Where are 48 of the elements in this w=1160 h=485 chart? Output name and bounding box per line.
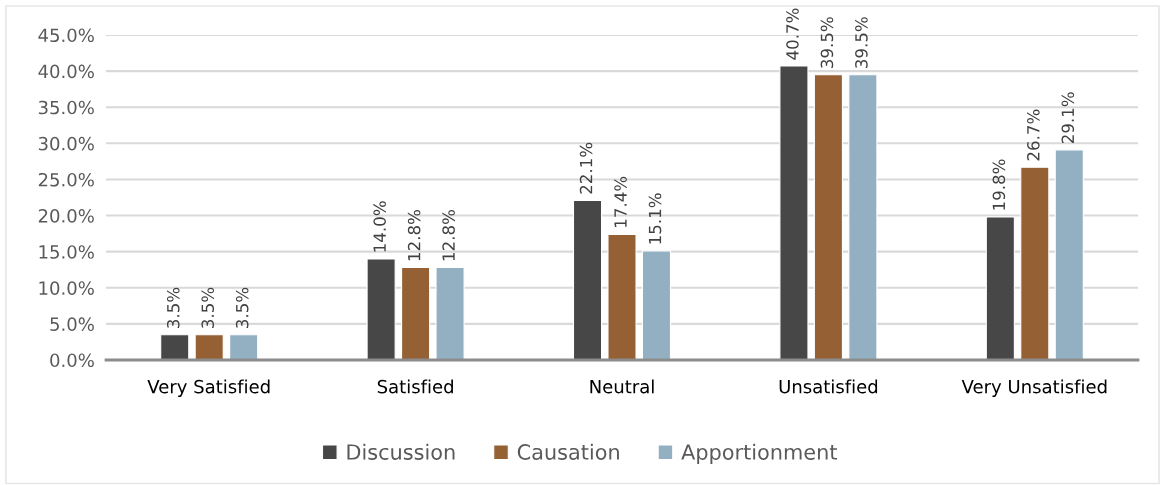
y-tick-label: 20.0%: [38, 209, 94, 223]
x-tick-label: Neutral: [590, 379, 654, 394]
data-label: 26.7%: [1027, 109, 1040, 161]
x-tick-label: Very Unsatisfied: [961, 379, 1107, 397]
x-tick-label: Satisfied: [377, 379, 453, 394]
bar: [229, 334, 259, 360]
data-label: 39.5%: [820, 17, 834, 68]
legend-label: Discussion: [347, 443, 455, 460]
y-tick-label: 10.0%: [39, 281, 94, 295]
y-tick-label: 15.0%: [39, 245, 94, 259]
data-label: 15.1%: [648, 193, 662, 244]
bar: [607, 233, 637, 360]
y-tick-label: 0.0%: [50, 353, 94, 368]
data-label: 22.1%: [579, 142, 593, 194]
data-label: 3.5%: [166, 287, 180, 328]
x-tick-label: Very Satisfied: [147, 379, 270, 397]
y-tick-label: 25.0%: [38, 172, 94, 187]
bar: [194, 334, 224, 360]
bar: [572, 199, 603, 360]
x-tick-label: Unsatisfied: [779, 379, 878, 394]
data-label: 12.8%: [442, 209, 455, 261]
data-label: 14.0%: [373, 201, 386, 252]
y-tick-label: 40.0%: [38, 64, 94, 79]
y-tick-label: 45.0%: [38, 28, 94, 43]
data-label: 40.7%: [786, 8, 799, 60]
bar: [160, 334, 190, 360]
legend-label: Causation: [517, 443, 619, 460]
y-tick-label: 35.0%: [38, 100, 94, 115]
data-label: 39.5%: [855, 17, 868, 68]
bar: [848, 74, 878, 360]
bar: [779, 65, 809, 360]
bar: [813, 74, 843, 360]
bar: [1020, 166, 1050, 360]
bar: [985, 216, 1015, 360]
data-label: 3.5%: [201, 287, 215, 328]
data-label: 17.4%: [614, 176, 627, 227]
data-label: 3.5%: [235, 287, 249, 328]
bar: [435, 267, 465, 360]
legend-label: Apportionment: [681, 443, 837, 464]
data-label: 19.8%: [992, 159, 1006, 210]
data-label: 12.8%: [407, 209, 421, 261]
bar: [1054, 149, 1084, 360]
bar: [401, 267, 431, 360]
y-tick-label: 5.0%: [50, 317, 94, 332]
y-tick-label: 30.0%: [38, 136, 94, 151]
bar: [641, 250, 672, 360]
bar: [366, 258, 396, 360]
data-label: 29.1%: [1061, 92, 1075, 144]
